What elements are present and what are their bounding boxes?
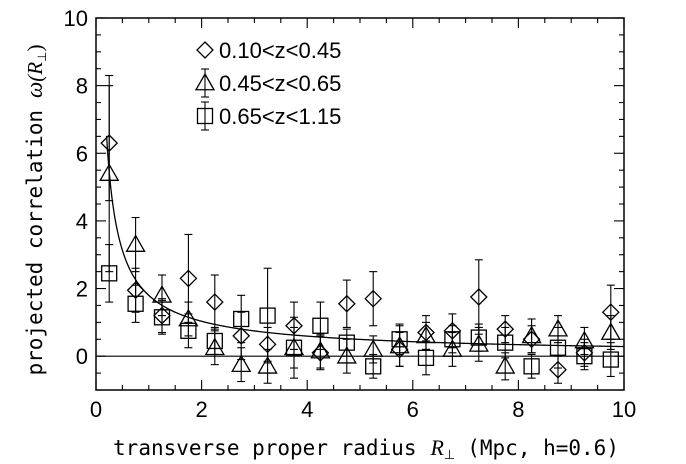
square-point <box>259 307 276 324</box>
x-axis-title: transverse proper radius R⊥ (Mpc, h=0.6) <box>113 435 619 463</box>
data-points <box>99 74 621 384</box>
plot-frame <box>95 17 625 391</box>
x-tick-label: 0 <box>90 397 102 422</box>
x-tick-label: 2 <box>195 397 207 422</box>
diamond-point <box>179 269 198 288</box>
legend-label: 0.45<z<0.65 <box>219 71 341 96</box>
square-point <box>497 334 514 351</box>
y-axis-symbol: ω <box>22 82 47 98</box>
square-point <box>127 295 144 312</box>
legend-triangle-marker <box>194 72 216 91</box>
x-axis-subscript: ⊥ <box>444 448 455 463</box>
square-point <box>365 358 382 375</box>
legend-square-marker <box>196 107 214 125</box>
square-point <box>602 351 619 368</box>
square-point <box>153 309 171 326</box>
legend-label: 0.10<z<0.45 <box>219 38 341 63</box>
diamond-point <box>205 293 224 311</box>
y-axis-label: projected correlation <box>23 110 47 376</box>
diamond-point <box>232 326 251 345</box>
legend-diamond-marker <box>196 41 214 59</box>
square-point <box>549 339 567 356</box>
square-point <box>312 317 329 334</box>
square-point <box>101 265 118 282</box>
square-point <box>233 310 250 328</box>
square-point <box>391 331 408 348</box>
diamond-point <box>337 294 356 313</box>
x-tick-label: 8 <box>512 397 524 422</box>
x-tick-label: 10 <box>612 397 636 422</box>
x-axis-symbol: R <box>429 435 444 460</box>
triangle-point <box>495 356 516 374</box>
tick-labels: 0 2 4 6 8 10 0 2 4 6 8 10 <box>64 6 637 422</box>
diamond-point <box>549 360 567 379</box>
square-point <box>206 332 223 350</box>
triangle-point <box>231 354 252 373</box>
square-point <box>417 349 435 367</box>
triangle-point <box>442 339 463 357</box>
power-law-fit-curve <box>105 135 625 348</box>
y-axis-title: projected correlation ω(R⊥) <box>22 44 49 375</box>
tick-marks <box>95 17 625 391</box>
y-tick-label: 0 <box>76 344 88 369</box>
x-axis-units: (Mpc, h=0.6) <box>467 436 619 460</box>
y-axis-subscript: ⊥ <box>35 51 49 61</box>
legend-label: 0.65<z<1.15 <box>219 104 341 129</box>
y-tick-label: 6 <box>76 141 88 166</box>
y-tick-label: 10 <box>64 6 88 31</box>
diamond-point <box>469 288 488 306</box>
square-point <box>338 334 355 351</box>
triangle-point <box>310 340 331 359</box>
triangle-point <box>257 356 278 374</box>
triangle-point <box>336 345 357 364</box>
y-tick-label: 8 <box>76 74 88 99</box>
square-point <box>285 339 303 356</box>
triangle-point <box>125 234 146 252</box>
y-axis-close: ) <box>23 44 47 51</box>
square-point <box>576 348 593 365</box>
y-tick-label: 2 <box>76 277 88 302</box>
square-point <box>470 329 487 346</box>
square-point <box>523 358 540 375</box>
triangle-point <box>99 163 120 181</box>
triangle-point <box>600 322 621 340</box>
diamond-point <box>364 289 383 308</box>
y-axis-arg: (R <box>23 62 47 82</box>
square-point <box>180 322 197 339</box>
x-axis-label: transverse proper radius <box>113 436 416 460</box>
y-tick-label: 4 <box>76 209 88 234</box>
x-tick-label: 6 <box>407 397 419 422</box>
square-point <box>444 331 461 348</box>
legend: 0.10<z<0.45 0.45<z<0.65 0.65<z<1.15 <box>194 38 341 131</box>
triangle-point <box>521 325 542 344</box>
x-tick-label: 4 <box>301 397 313 422</box>
